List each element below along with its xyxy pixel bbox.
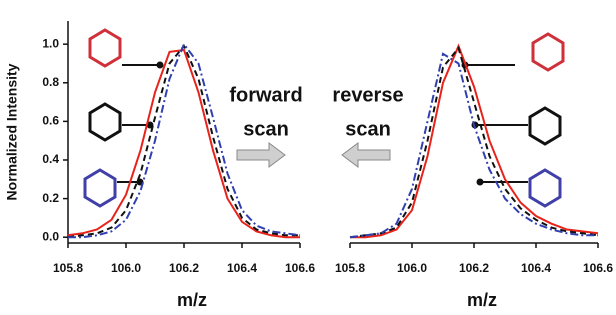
x-tick-label: 105.8 <box>335 261 365 275</box>
y-axis-label: Normalized Intensity <box>4 63 20 200</box>
y-tick-label: 1.0 <box>42 36 59 50</box>
y-tick-label: 0.2 <box>42 191 59 205</box>
molecule <box>530 170 560 206</box>
annotation: scan <box>243 118 289 140</box>
molecule <box>533 34 563 70</box>
annotation: scan <box>345 118 391 140</box>
x-tick-label: 106.6 <box>285 261 315 275</box>
y-tick-label: 0.0 <box>42 229 59 243</box>
forward-arrow <box>237 143 285 167</box>
x-tick-label: 106.2 <box>169 261 199 275</box>
x-tick-label: 105.8 <box>53 261 83 275</box>
figure: 105.8 106.0 106.2 106.4 106.6 0.0 0.2 0.4 0.6 0.8… <box>0 0 616 315</box>
molecule <box>90 104 120 140</box>
series-line <box>350 46 598 237</box>
annotation: forward <box>229 84 302 106</box>
series-line <box>350 54 598 237</box>
series-line <box>350 48 598 237</box>
x-tick-label: 106.6 <box>583 261 613 275</box>
annotation: reverse <box>332 84 403 106</box>
series-line <box>68 46 300 237</box>
x-tick-label: 106.0 <box>111 261 141 275</box>
molecule <box>530 108 560 144</box>
molecule <box>90 30 120 66</box>
leader-lines <box>117 63 528 185</box>
y-tick-label: 0.6 <box>42 114 59 128</box>
y-tick-label: 0.8 <box>42 75 59 89</box>
x-axis-label: m/z <box>467 290 497 310</box>
x-tick-label: 106.4 <box>227 261 257 275</box>
series-line <box>68 44 300 237</box>
series-line <box>68 50 300 237</box>
arrows <box>237 143 390 167</box>
x-tick-label: 106.0 <box>397 261 427 275</box>
x-tick-label: 106.2 <box>459 261 489 275</box>
molecule <box>85 170 115 206</box>
y-tick-label: 0.4 <box>42 152 59 166</box>
x-tick-label: 106.4 <box>521 261 551 275</box>
molecules <box>85 30 563 206</box>
reverse-arrow <box>342 143 390 167</box>
x-axis-label: m/z <box>177 290 207 310</box>
